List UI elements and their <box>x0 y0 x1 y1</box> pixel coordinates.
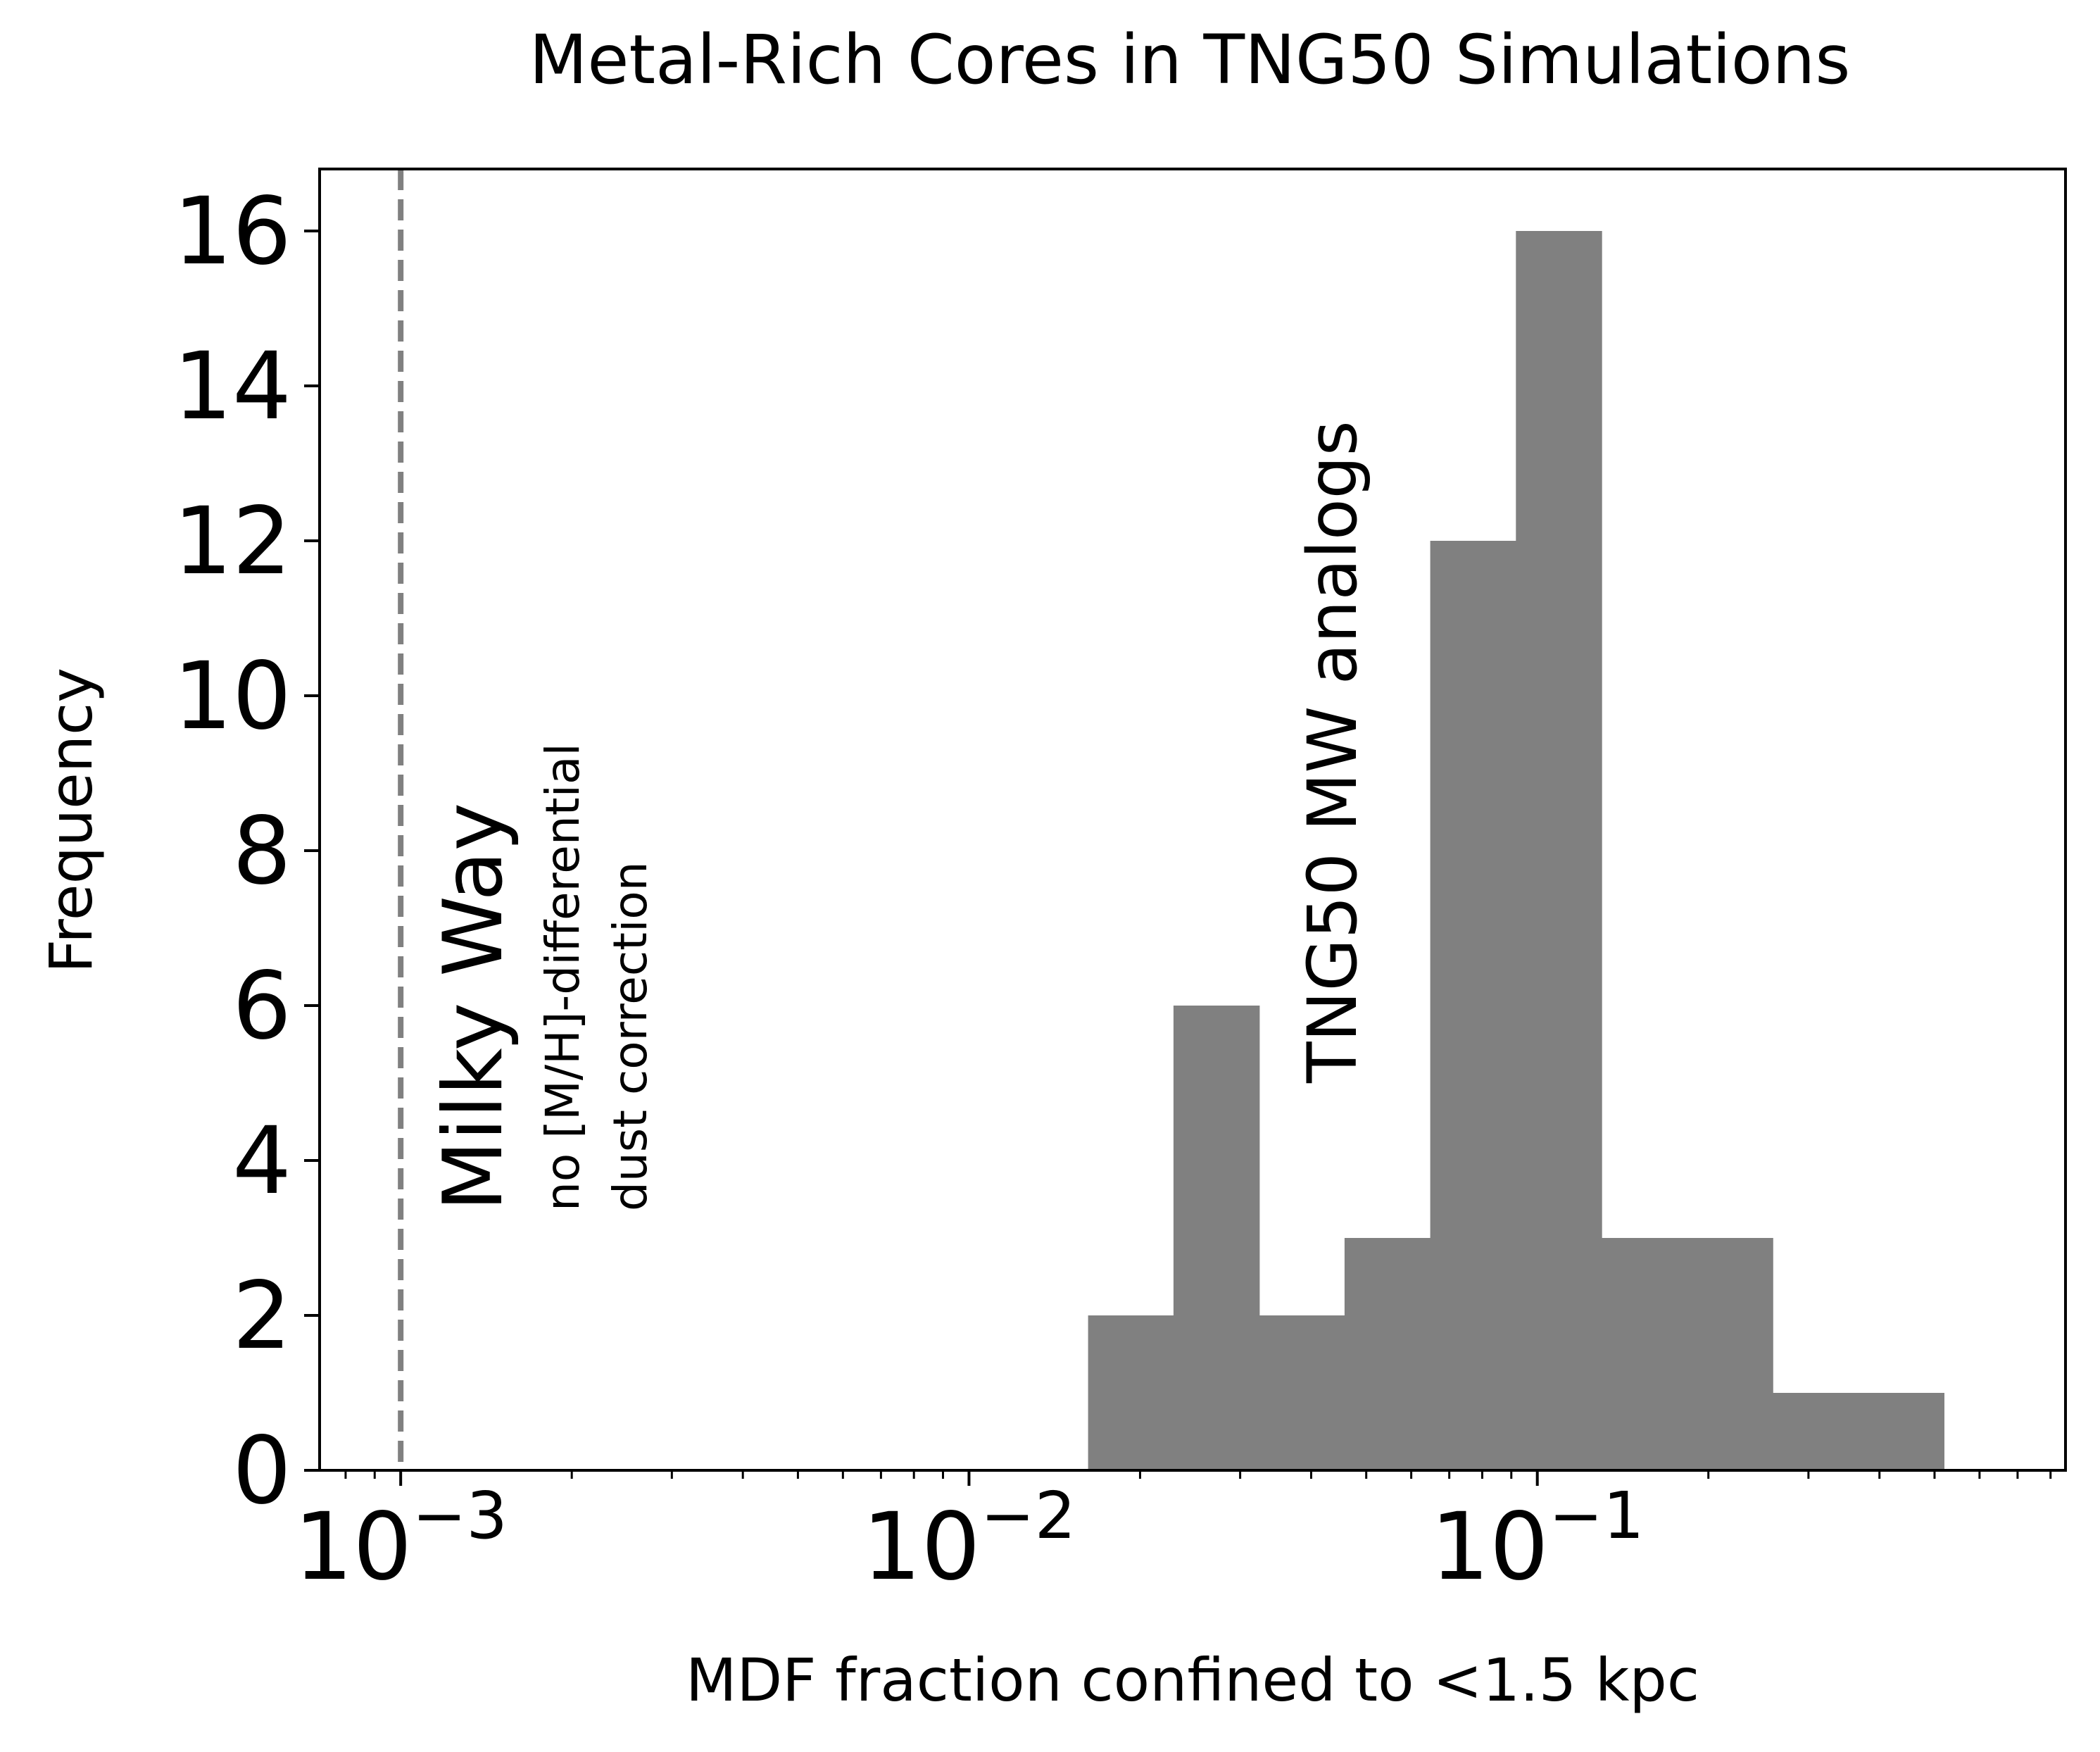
histogram-bar-2 <box>1173 1006 1260 1470</box>
y-tick-label-8: 14 <box>173 332 291 441</box>
x-tick-label-1: 10−3 <box>294 1478 508 1601</box>
x-major-ticks: 10−3 10−2 10−1 <box>294 1470 1645 1601</box>
y-axis-label: Frequency <box>37 668 106 973</box>
y-tick-label-5: 8 <box>232 797 291 906</box>
histogram-bar-5 <box>1430 541 1517 1470</box>
histogram-bar-4 <box>1344 1238 1431 1470</box>
y-tick-label-4: 6 <box>232 952 291 1060</box>
histogram-bar-1 <box>1088 1315 1174 1470</box>
y-tick-label-9: 16 <box>173 177 291 286</box>
milky-way-label: Milky Way <box>426 803 521 1211</box>
x-tick-label-3: 10−1 <box>1431 1478 1645 1601</box>
histogram-bar-3 <box>1259 1315 1345 1470</box>
y-ticks: 0 2 4 6 8 10 12 14 16 <box>173 177 320 1525</box>
chart-title: Metal-Rich Cores in TNG50 Simulations <box>529 20 1851 99</box>
histogram-bar-8 <box>1687 1238 1773 1470</box>
plot-frame <box>318 168 2067 1472</box>
histogram-bar-9 <box>1773 1393 1859 1470</box>
dust-correction-note-line1: no [M/H]-differential <box>536 743 590 1211</box>
y-tick-label-7: 12 <box>173 487 291 596</box>
histogram-bars <box>1088 231 1944 1470</box>
y-tick-label-1: 0 <box>232 1417 291 1525</box>
histogram-bar-7 <box>1601 1238 1688 1470</box>
y-tick-label-2: 2 <box>232 1262 291 1370</box>
tng50-analogs-label: TNG50 MW analogs <box>1293 420 1372 1084</box>
x-tick-label-2: 10−2 <box>862 1478 1076 1601</box>
y-tick-label-3: 4 <box>232 1107 291 1215</box>
y-tick-label-6: 10 <box>173 642 291 751</box>
x-axis-label: MDF fraction confined to <1.5 kpc <box>686 1646 1699 1715</box>
histogram-bar-6 <box>1516 231 1602 1470</box>
dust-correction-note-line2: dust correction <box>603 861 658 1211</box>
histogram-bar-10 <box>1858 1393 1944 1470</box>
